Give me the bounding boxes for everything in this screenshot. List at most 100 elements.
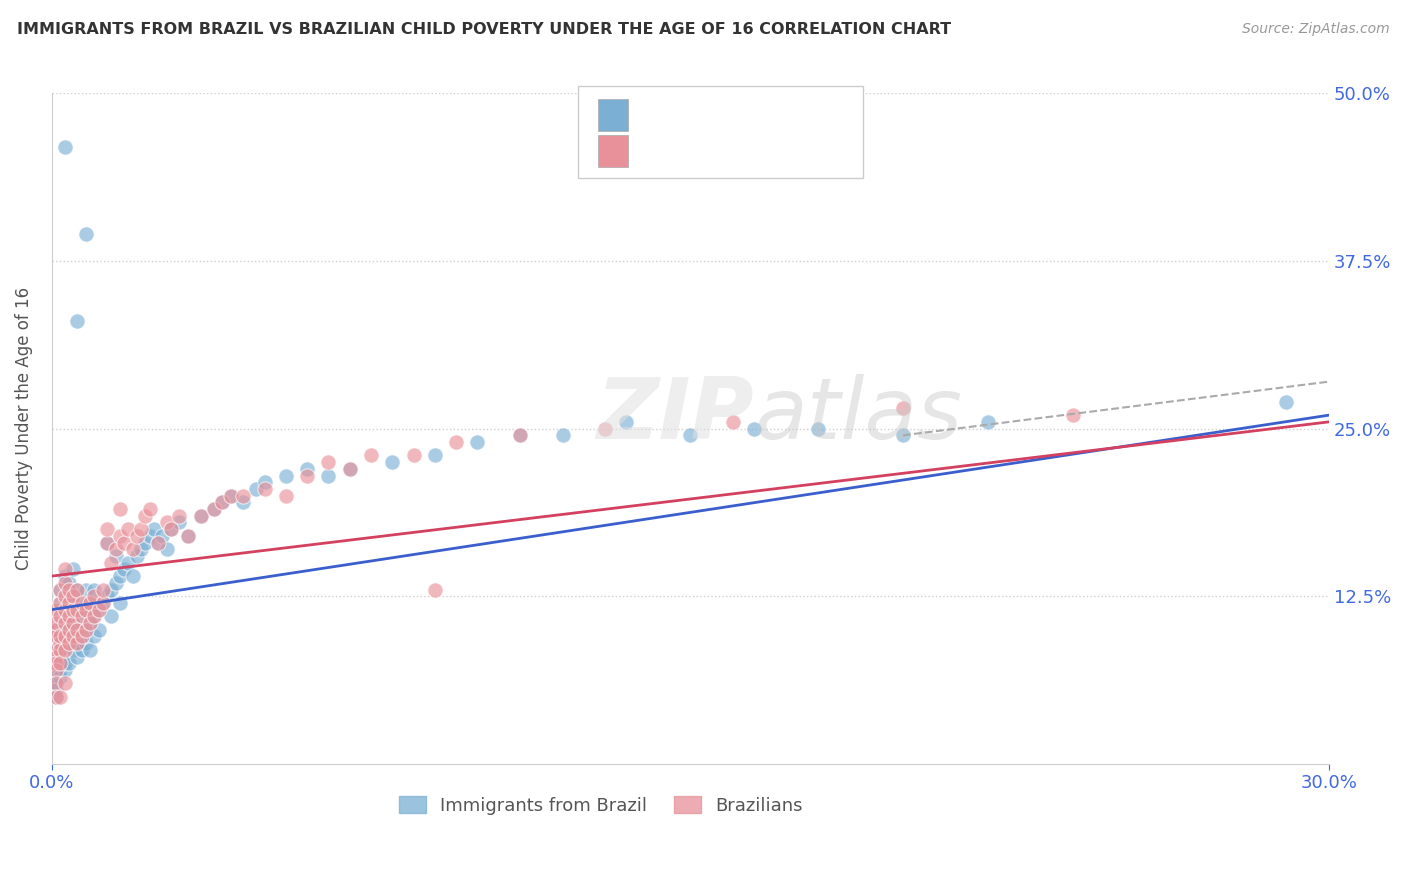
Point bbox=[45, 649, 67, 664]
Point bbox=[66, 582, 89, 597]
Point bbox=[79, 615, 101, 630]
Point bbox=[49, 629, 72, 643]
Point bbox=[45, 615, 67, 630]
Point bbox=[423, 449, 446, 463]
Point bbox=[45, 676, 67, 690]
Point bbox=[53, 615, 76, 630]
Point bbox=[202, 502, 225, 516]
Point bbox=[108, 529, 131, 543]
Point bbox=[96, 535, 118, 549]
Point bbox=[1275, 394, 1298, 409]
Point bbox=[509, 428, 531, 442]
Point bbox=[49, 657, 72, 671]
Point bbox=[138, 529, 160, 543]
Point bbox=[58, 609, 80, 624]
Point bbox=[274, 468, 297, 483]
Point bbox=[177, 529, 200, 543]
Point bbox=[53, 636, 76, 650]
Point bbox=[49, 643, 72, 657]
Point bbox=[360, 449, 382, 463]
Point bbox=[121, 542, 143, 557]
Point bbox=[295, 462, 318, 476]
Point bbox=[96, 589, 118, 603]
Point bbox=[211, 495, 233, 509]
Point bbox=[49, 663, 72, 677]
Point bbox=[891, 401, 914, 416]
Point bbox=[87, 602, 110, 616]
Point bbox=[91, 596, 114, 610]
Point bbox=[62, 643, 84, 657]
Point bbox=[53, 623, 76, 637]
Point bbox=[58, 596, 80, 610]
Point bbox=[381, 455, 404, 469]
Point bbox=[53, 602, 76, 616]
Point bbox=[62, 615, 84, 630]
Point bbox=[53, 569, 76, 583]
Point bbox=[721, 415, 744, 429]
Text: Source: ZipAtlas.com: Source: ZipAtlas.com bbox=[1241, 22, 1389, 37]
Y-axis label: Child Poverty Under the Age of 16: Child Poverty Under the Age of 16 bbox=[15, 287, 32, 570]
Point bbox=[62, 589, 84, 603]
Point bbox=[58, 636, 80, 650]
Point bbox=[70, 596, 93, 610]
Point bbox=[104, 549, 127, 563]
Point bbox=[66, 649, 89, 664]
Point bbox=[83, 629, 105, 643]
Point bbox=[53, 609, 76, 624]
Point bbox=[152, 529, 174, 543]
Text: ZIP: ZIP bbox=[596, 374, 754, 457]
Point bbox=[202, 502, 225, 516]
Point bbox=[232, 489, 254, 503]
Text: atlas: atlas bbox=[754, 374, 962, 457]
Point bbox=[318, 468, 340, 483]
Point bbox=[70, 609, 93, 624]
Point bbox=[104, 542, 127, 557]
Point bbox=[402, 449, 425, 463]
Point bbox=[108, 569, 131, 583]
Point bbox=[49, 582, 72, 597]
Point bbox=[45, 670, 67, 684]
Point bbox=[75, 582, 97, 597]
Point bbox=[129, 522, 152, 536]
Point bbox=[100, 609, 122, 624]
Point bbox=[807, 421, 830, 435]
Point bbox=[62, 629, 84, 643]
Legend: Immigrants from Brazil, Brazilians: Immigrants from Brazil, Brazilians bbox=[391, 789, 810, 822]
Point bbox=[232, 495, 254, 509]
Point bbox=[96, 535, 118, 549]
Point bbox=[91, 582, 114, 597]
Point bbox=[53, 575, 76, 590]
Point bbox=[49, 609, 72, 624]
Point bbox=[318, 455, 340, 469]
Point bbox=[53, 643, 76, 657]
Point bbox=[423, 582, 446, 597]
Point bbox=[125, 549, 148, 563]
Point bbox=[593, 421, 616, 435]
Point bbox=[112, 535, 135, 549]
Point bbox=[219, 489, 242, 503]
Point bbox=[108, 596, 131, 610]
Point bbox=[49, 649, 72, 664]
Point bbox=[53, 629, 76, 643]
Point bbox=[49, 690, 72, 704]
Point bbox=[190, 508, 212, 523]
Point bbox=[169, 508, 191, 523]
Point bbox=[70, 596, 93, 610]
Point bbox=[129, 542, 152, 557]
Point bbox=[66, 602, 89, 616]
Point bbox=[75, 623, 97, 637]
Point bbox=[70, 609, 93, 624]
Point bbox=[53, 602, 76, 616]
Point bbox=[49, 596, 72, 610]
Point bbox=[66, 602, 89, 616]
Point bbox=[58, 582, 80, 597]
Point bbox=[83, 589, 105, 603]
Point bbox=[190, 508, 212, 523]
Text: R = 0.189   N =  87: R = 0.189 N = 87 bbox=[637, 142, 813, 160]
Point bbox=[177, 529, 200, 543]
Point bbox=[125, 529, 148, 543]
Point bbox=[45, 643, 67, 657]
Point bbox=[53, 676, 76, 690]
Point bbox=[104, 575, 127, 590]
Point bbox=[156, 542, 179, 557]
